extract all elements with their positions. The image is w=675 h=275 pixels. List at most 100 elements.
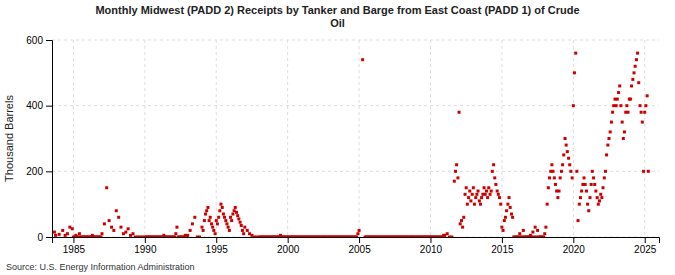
point [480,196,483,199]
point [218,209,221,212]
point [53,231,56,234]
point [186,234,189,237]
point [215,219,218,222]
point [477,190,480,193]
point [208,219,211,222]
point [236,214,239,217]
point [468,190,471,193]
tick-label: 2000 [277,244,300,255]
point [547,186,550,189]
point [475,193,478,196]
point [542,236,545,238]
point [569,170,572,173]
point [212,229,215,232]
point [483,186,486,189]
point [608,137,611,140]
point [241,229,244,232]
point [356,232,359,235]
point [119,226,122,229]
tick-mark [46,106,52,107]
point [565,144,568,147]
plot: 1985199019952000200520102015202020250200… [26,35,659,255]
point [459,222,462,225]
point [616,98,619,101]
point [544,226,547,229]
tick-label: 2015 [491,244,514,255]
point [560,170,563,173]
tick: 2020 [563,237,586,255]
point [455,163,458,166]
point [456,176,459,179]
point [511,216,514,219]
tick: 0 [37,232,52,243]
point [234,206,237,209]
point [599,193,602,196]
tick-label: 1990 [134,244,157,255]
point [574,52,577,55]
point [579,196,582,199]
point [580,190,583,193]
point [453,180,456,183]
point [506,203,509,206]
point [508,196,511,199]
point [559,176,562,179]
point [214,232,217,235]
point [467,196,470,199]
point [228,229,231,232]
point [611,111,614,114]
point [573,71,576,74]
point [58,233,61,236]
tick-mark [46,237,52,238]
point [505,209,508,212]
tick-mark [502,237,503,243]
y-axis: 0200400600 [26,35,52,243]
point [642,170,645,173]
point [219,203,222,206]
point [596,196,599,199]
point [605,153,608,156]
point [630,84,633,87]
point [633,71,636,74]
point [623,130,626,133]
tick-label: 2025 [634,244,657,255]
point [115,209,118,212]
point [562,153,565,156]
point [631,78,634,81]
points [53,52,650,237]
point [205,209,208,212]
point [586,203,589,206]
grid [52,40,659,237]
point [578,203,581,206]
point [502,229,505,232]
point [465,186,468,189]
point [493,176,496,179]
point [589,196,592,199]
point [572,104,575,107]
point [534,226,537,229]
point [198,236,201,238]
point [639,104,642,107]
point [61,229,64,232]
tick-mark [359,237,360,243]
point [175,226,178,229]
x-axis: 198519901995200020052010201520202025 [53,237,660,255]
point [131,232,134,235]
point [99,236,102,238]
point [552,170,555,173]
point [641,121,644,124]
point [584,183,587,186]
source: Source: U.S. Energy Information Administ… [6,262,195,272]
point [489,193,492,196]
point [464,193,467,196]
point [217,216,220,219]
point [361,58,364,61]
point [117,216,120,219]
point [629,98,632,101]
tick: 1990 [134,237,157,255]
point [496,190,499,193]
tick-label: 0 [37,232,43,243]
point [622,137,625,140]
point [564,137,567,140]
point [561,163,564,166]
tick: 2000 [277,237,300,255]
